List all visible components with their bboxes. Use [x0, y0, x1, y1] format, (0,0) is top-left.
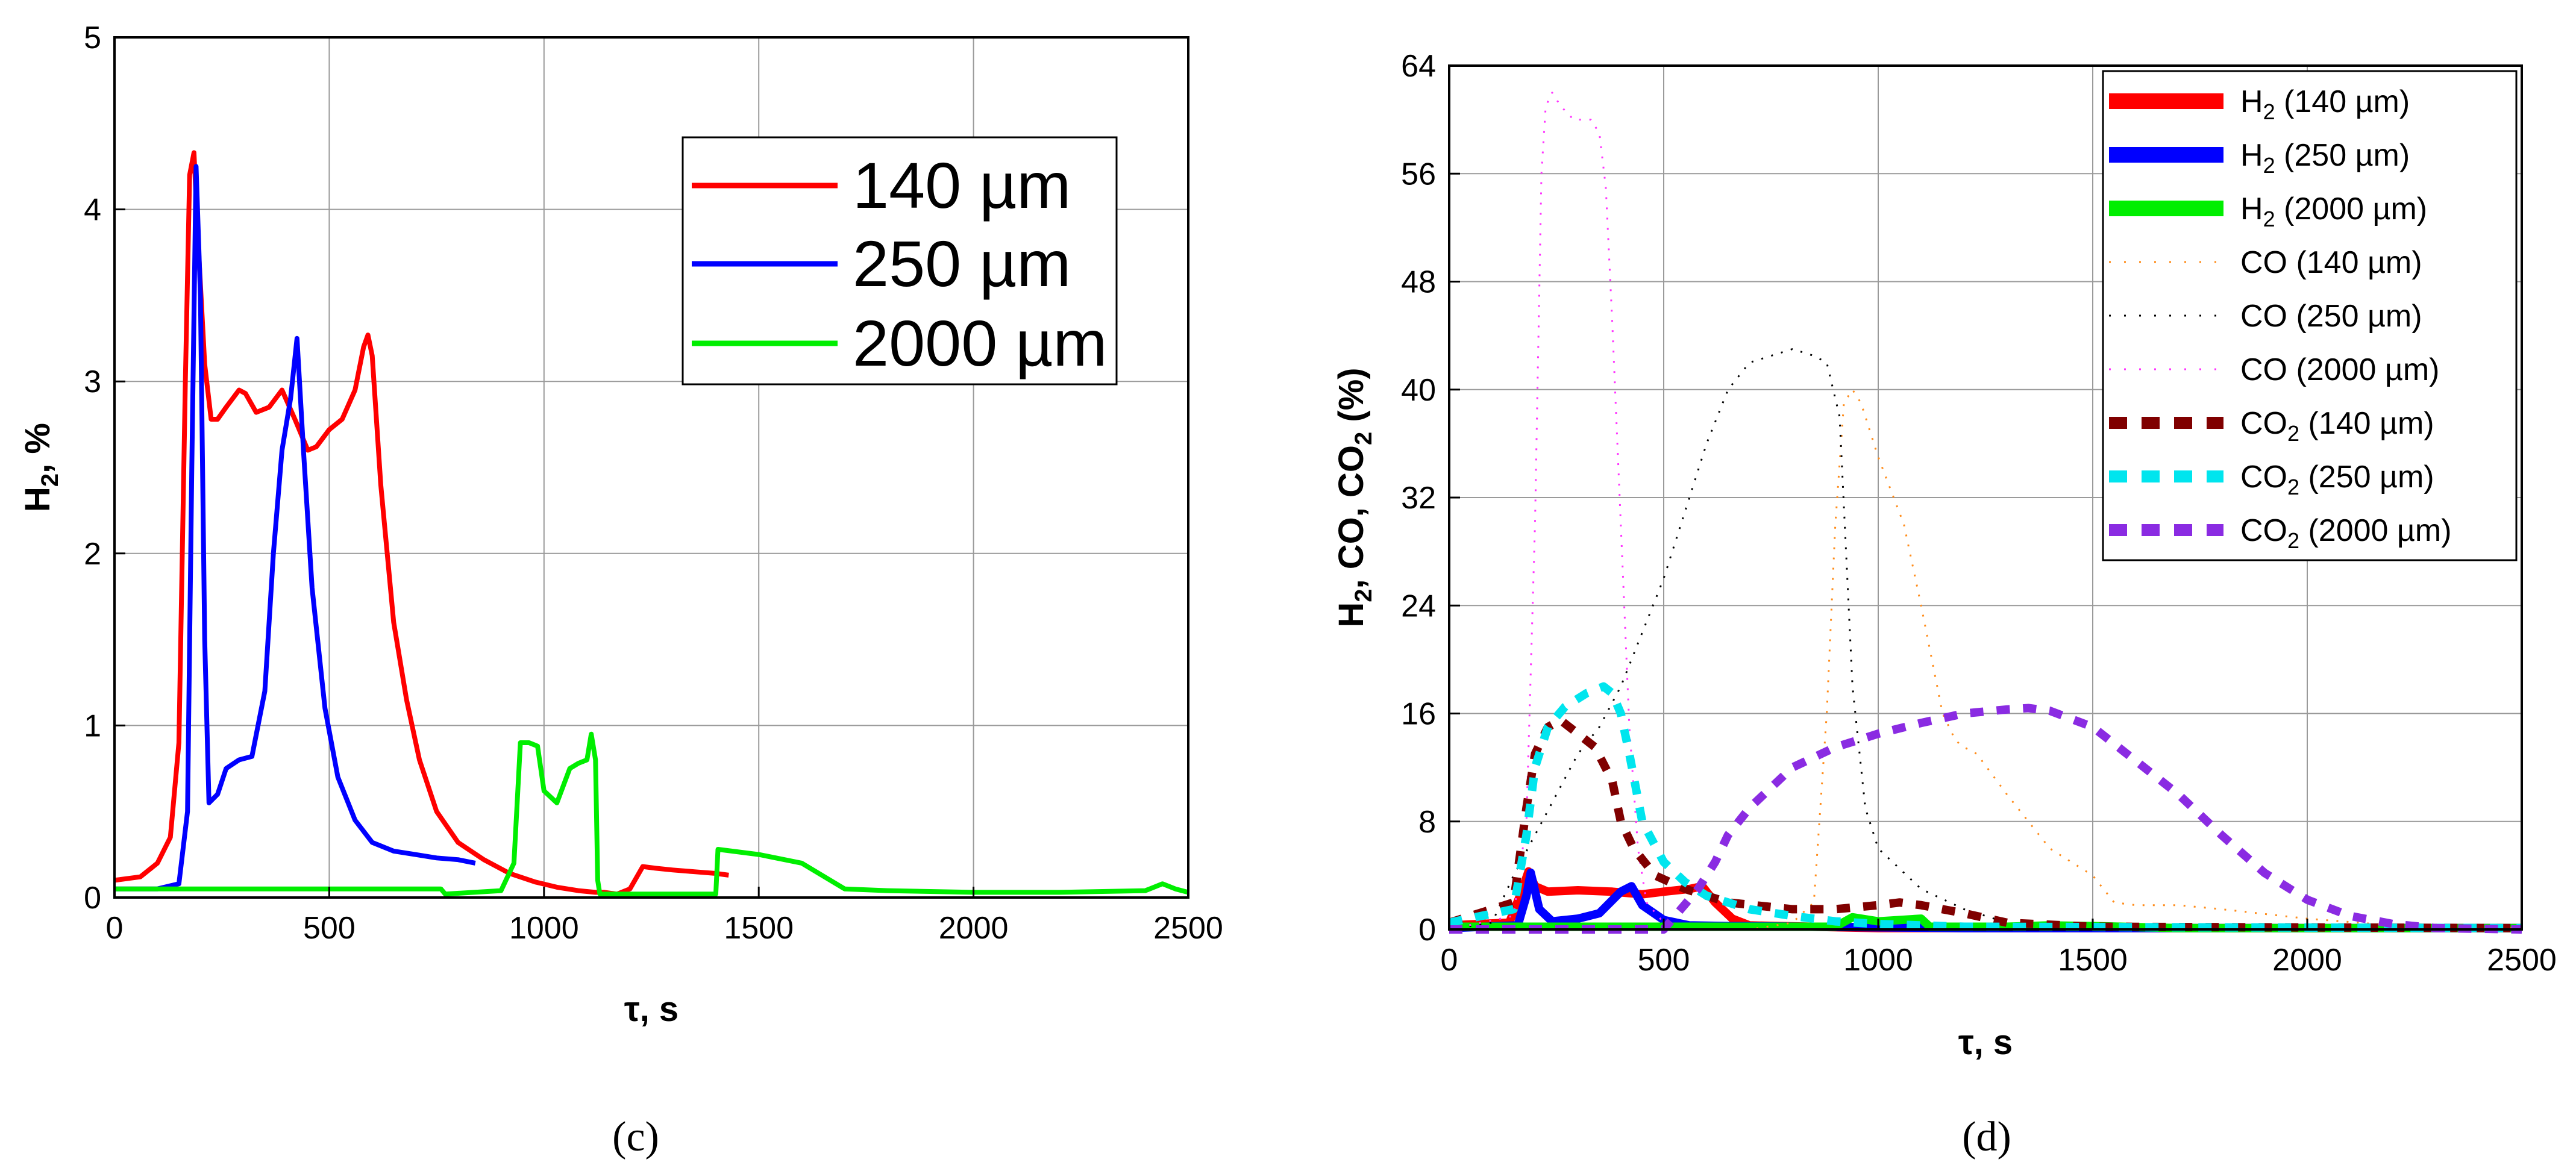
chart-c-ytick-label-0: 0 [84, 881, 101, 916]
chart-c-xtick-label-0: 0 [106, 911, 124, 946]
chart-d-legend-label-main-0: H [2240, 84, 2263, 119]
chart-d-legend-label-tail-0: (140 µm) [2275, 84, 2410, 119]
chart-d-legend-label-tail-6: (140 µm) [2299, 406, 2434, 441]
chart-d-legend-label-5: CO (2000 µm) [2240, 352, 2439, 387]
chart-d-xlabel: τ, s [1958, 1023, 2013, 1062]
chart-c-ytick-label-1: 1 [84, 708, 101, 743]
chart-c-ytick-label-2: 2 [84, 537, 101, 572]
chart-d: 0 500 1000 1500 2000 2500 0 8 16 24 32 40 48 56 64 τ, … [1332, 49, 2557, 1160]
chart-d-legend-label-1: H2 (250 µm) [2240, 138, 2410, 178]
chart-d-legend-label-sub-2: 2 [2263, 207, 2275, 231]
chart-d-legend-label-main-8: CO [2240, 513, 2287, 548]
chart-d-legend-label-tail-7: (250 µm) [2299, 460, 2434, 495]
chart-d-ylabel-part-1: 2 [1350, 589, 1377, 602]
chart-d-ytick-label-8: 64 [1401, 49, 1436, 84]
chart-d-ylabel-part-2: , CO, CO [1332, 445, 1371, 589]
chart-d-legend-label-8: CO2 (2000 µm) [2240, 513, 2452, 553]
chart-c-ylabel-main: H [18, 487, 57, 512]
chart-d-legend-label-main-3: CO (140 µm) [2240, 245, 2422, 280]
chart-c-series [114, 150, 1189, 897]
chart-d-xtick-label-3: 1500 [2058, 943, 2128, 978]
chart-d-legend-label-0: H2 (140 µm) [2240, 84, 2410, 124]
chart-c-ytick-label-4: 4 [84, 193, 101, 228]
chart-d-ytick-label-6: 48 [1401, 265, 1436, 300]
chart-c-xtick-label-3: 1500 [724, 911, 794, 946]
chart-d-series-8 [1449, 704, 2522, 934]
chart-d-ytick-label-5: 40 [1401, 373, 1436, 408]
chart-c-legend: 140 µm 250 µm 2000 µm [682, 136, 1118, 386]
chart-c-xtick-label-1: 500 [303, 911, 356, 946]
chart-d-legend-label-main-7: CO [2240, 460, 2287, 495]
chart-c-ticks: 0 500 1000 1500 2000 2500 0 1 2 3 4 5 [84, 20, 1223, 946]
chart-c-ylabel: H2, % [18, 423, 63, 512]
chart-d-xtick-label-4: 2000 [2272, 943, 2342, 978]
chart-d-legend-label-tail-2: (2000 µm) [2275, 192, 2427, 226]
chart-d-xtick-label-1: 500 [1638, 943, 1690, 978]
chart-d-series [1447, 92, 2522, 934]
chart-d-legend-label-tail-1: (250 µm) [2275, 138, 2410, 173]
chart-d-legend-label-main-1: H [2240, 138, 2263, 173]
chart-d-ylabel-part-4: (%) [1332, 367, 1371, 431]
chart-c-ylabel-tail: , % [18, 423, 57, 473]
chart-d-ytick-label-2: 16 [1401, 697, 1436, 732]
chart-d-ylabel: H2, CO, CO2 (%) [1332, 367, 1377, 627]
chart-d-legend-label-sub-6: 2 [2287, 421, 2299, 446]
chart-d-ytick-label-3: 24 [1401, 589, 1436, 623]
chart-d-ytick-label-7: 56 [1401, 157, 1436, 192]
chart-d-xtick-label-5: 2500 [2487, 943, 2557, 978]
chart-d-legend-label-sub-8: 2 [2287, 528, 2299, 553]
chart-c-panel-label: (c) [612, 1114, 659, 1160]
chart-c-xtick-label-5: 2500 [1153, 911, 1223, 946]
chart-d-legend-label-sub-1: 2 [2263, 153, 2275, 178]
chart-d-ytick-label-4: 32 [1401, 481, 1436, 516]
chart-d-legend-label-4: CO (250 µm) [2240, 299, 2422, 334]
chart-d-legend-label-sub-0: 2 [2263, 99, 2275, 124]
chart-d-legend-label-main-4: CO (250 µm) [2240, 299, 2422, 334]
chart-d-ytick-label-1: 8 [1418, 805, 1436, 840]
chart-d-legend-label-main-2: H [2240, 192, 2263, 226]
chart-c-legend-label-0: 140 µm [853, 149, 1071, 222]
chart-d-ylabel-part-0: H [1332, 602, 1371, 628]
chart-c-xtick-label-2: 1000 [509, 911, 579, 946]
chart-c-legend-label-1: 250 µm [853, 227, 1071, 300]
chart-d-legend-label-main-6: CO [2240, 406, 2287, 441]
chart-d-ylabel-part-3: 2 [1350, 432, 1377, 445]
chart-d-ytick-label-0: 0 [1418, 913, 1436, 948]
chart-c-legend-label-2: 2000 µm [853, 307, 1107, 379]
chart-d-legend-label-6: CO2 (140 µm) [2240, 406, 2434, 446]
chart-d-xtick-label-0: 0 [1441, 943, 1458, 978]
chart-d-xtick-label-2: 1000 [1843, 943, 1913, 978]
chart-c-ylabel-sub: 2 [37, 473, 63, 487]
chart-d-series-3 [1449, 389, 2522, 931]
chart-d-legend-label-2: H2 (2000 µm) [2240, 192, 2427, 231]
chart-d-legend-label-main-5: CO (2000 µm) [2240, 352, 2439, 387]
chart-c-series-1 [114, 164, 476, 891]
chart-d-legend-label-tail-8: (2000 µm) [2299, 513, 2451, 548]
chart-d-panel-label: (d) [1962, 1114, 2011, 1160]
chart-c-ytick-label-3: 3 [84, 364, 101, 399]
chart-d-legend: H2 (140 µm)H2 (250 µm)H2 (2000 µm)CO (14… [2102, 70, 2518, 561]
chart-d-ticks: 0 500 1000 1500 2000 2500 0 8 16 24 32 40 48 56 64 [1401, 49, 2557, 978]
chart-d-legend-label-7: CO2 (250 µm) [2240, 460, 2434, 499]
chart-c-series-2 [114, 731, 1189, 897]
chart-d-legend-label-3: CO (140 µm) [2240, 245, 2422, 280]
chart-c-xtick-label-4: 2000 [939, 911, 1009, 946]
chart-c-xlabel: τ, s [624, 990, 678, 1029]
chart-d-series-7 [1448, 682, 2522, 932]
chart-c-ytick-label-5: 5 [84, 20, 101, 55]
chart-c-frame [113, 36, 1189, 899]
chart-d-legend-label-sub-7: 2 [2287, 475, 2299, 499]
